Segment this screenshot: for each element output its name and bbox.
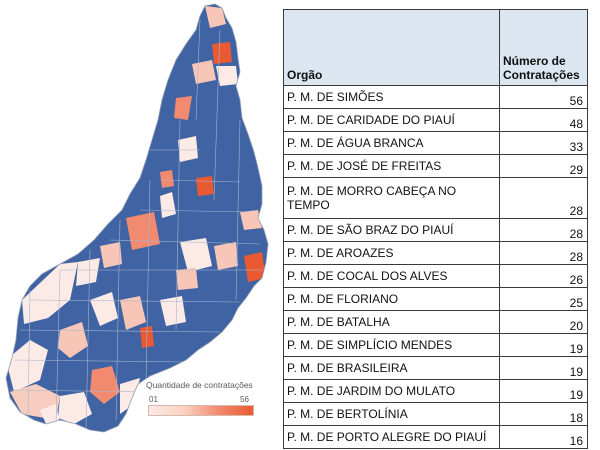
municipality (160, 192, 176, 218)
table-row: P. M. DE ÁGUA BRANCA 33 (283, 131, 588, 155)
table-cell-numero: 19 (499, 333, 588, 357)
table-cell-numero: 19 (499, 379, 588, 403)
municipality (240, 210, 262, 230)
table-cell-orgao: P. M. DE AROAZES (283, 241, 500, 265)
municipal-borders (9, 19, 262, 431)
municipality (214, 242, 238, 270)
table-cell-orgao: P. M. DE PORTO ALEGRE DO PIAUÍ (283, 425, 500, 449)
table-row: P. M. DE PORTO ALEGRE DO PIAUÍ 16 (283, 425, 588, 449)
piaui-choropleth-map: Quantidade de contratações 01 56 (0, 0, 275, 450)
table-row: P. M. DE SIMÕES 56 (283, 85, 588, 109)
table-cell-orgao: P. M. DE BERTOLÍNIA (283, 402, 500, 426)
table-cell-numero: 28 (499, 241, 588, 265)
table-row: P. M. DE BERTOLÍNIA 18 (283, 402, 588, 426)
table-cell-numero: 26 (499, 264, 588, 288)
table-row: P. M. DE SÃO BRAZ DO PIAUÍ 28 (283, 218, 588, 242)
legend-title: Quantidade de contratações (146, 380, 253, 390)
table-cell-orgao: P. M. DE CARIDADE DO PIAUÍ (283, 108, 500, 132)
table-cell-numero: 25 (499, 287, 588, 311)
table-header-row: Orgão Número de Contratações (283, 9, 588, 86)
municipality (244, 252, 266, 282)
legend-min-label: 01 (149, 395, 158, 404)
table-cell-orgao: P. M. DE BATALHA (283, 310, 500, 334)
municipality (22, 262, 78, 324)
municipality (100, 242, 122, 268)
municipality (160, 296, 186, 326)
table-row: P. M. DE SIMPLÍCIO MENDES 19 (283, 333, 588, 357)
column-header-numero: Número de Contratações (499, 9, 588, 86)
table-cell-orgao: P. M. DE BRASILEIRA (283, 356, 500, 380)
table-cell-numero: 28 (499, 218, 588, 242)
map-canvas (5, 3, 269, 433)
table-cell-orgao: P. M. DE JOSÉ DE FREITAS (283, 154, 500, 178)
municipality (126, 212, 160, 250)
municipality (216, 66, 238, 86)
municipality (90, 366, 120, 404)
table-row: P. M. DE MORRO CABEÇA NO TEMPO 28 (283, 177, 588, 219)
municipality (178, 136, 198, 162)
legend-color-ramp (148, 405, 254, 416)
table-cell-orgao: P. M. DE MORRO CABEÇA NO TEMPO (283, 177, 500, 219)
state-outline (5, 3, 269, 433)
column-header-numero-line2: Contratações (503, 68, 580, 82)
table-cell-numero: 33 (499, 131, 588, 155)
column-header-orgao: Orgão (283, 9, 500, 86)
municipality (76, 258, 100, 286)
table-row: P. M. DE CARIDADE DO PIAUÍ 48 (283, 108, 588, 132)
municipality (212, 42, 232, 64)
table-cell-numero: 18 (499, 402, 588, 426)
table-cell-numero: 16 (499, 425, 588, 449)
municipality (120, 378, 140, 414)
table-row: P. M. DE FLORIANO 25 (283, 287, 588, 311)
municipality (6, 340, 48, 392)
contracts-ranking-table: Orgão Número de Contratações P. M. DE SIM… (283, 9, 588, 449)
table-cell-numero: 29 (499, 154, 588, 178)
municipality (40, 404, 60, 424)
table-row: P. M. DE BRASILEIRA 19 (283, 356, 588, 380)
table-cell-orgao: P. M. DE SÃO BRAZ DO PIAUÍ (283, 218, 500, 242)
table-cell-numero: 19 (499, 356, 588, 380)
municipality (192, 60, 216, 84)
municipality (160, 170, 174, 188)
table-cell-numero: 48 (499, 108, 588, 132)
table-cell-orgao: P. M. DE ÁGUA BRANCA (283, 131, 500, 155)
municipality (58, 392, 92, 424)
table-cell-numero: 28 (499, 177, 588, 219)
table-row: P. M. DE AROAZES 28 (283, 241, 588, 265)
municipality (176, 268, 198, 290)
table-row: P. M. DE BATALHA 20 (283, 310, 588, 334)
municipality (58, 322, 88, 358)
municipality (180, 238, 212, 272)
table-row: P. M. DE COCAL DOS ALVES 26 (283, 264, 588, 288)
table-cell-numero: 20 (499, 310, 588, 334)
table-cell-orgao: P. M. DE JARDIM DO MULATO (283, 379, 500, 403)
table-cell-orgao: P. M. DE FLORIANO (283, 287, 500, 311)
table-row: P. M. DE JOSÉ DE FREITAS 29 (283, 154, 588, 178)
table-cell-orgao-line2: TEMPO (287, 198, 330, 212)
table-cell-orgao-line1: P. M. DE MORRO CABEÇA NO (287, 184, 457, 198)
municipality (120, 296, 146, 330)
table-row: P. M. DE JARDIM DO MULATO 19 (283, 379, 588, 403)
table-cell-orgao: P. M. DE COCAL DOS ALVES (283, 264, 500, 288)
municipality (205, 6, 226, 28)
municipality (174, 96, 192, 120)
legend-max-label: 56 (240, 395, 249, 404)
table-cell-numero: 56 (499, 85, 588, 109)
table-cell-orgao: P. M. DE SIMÕES (283, 85, 500, 109)
table-cell-orgao: P. M. DE SIMPLÍCIO MENDES (283, 333, 500, 357)
municipality (196, 176, 214, 196)
column-header-numero-line1: Número de (503, 54, 566, 68)
